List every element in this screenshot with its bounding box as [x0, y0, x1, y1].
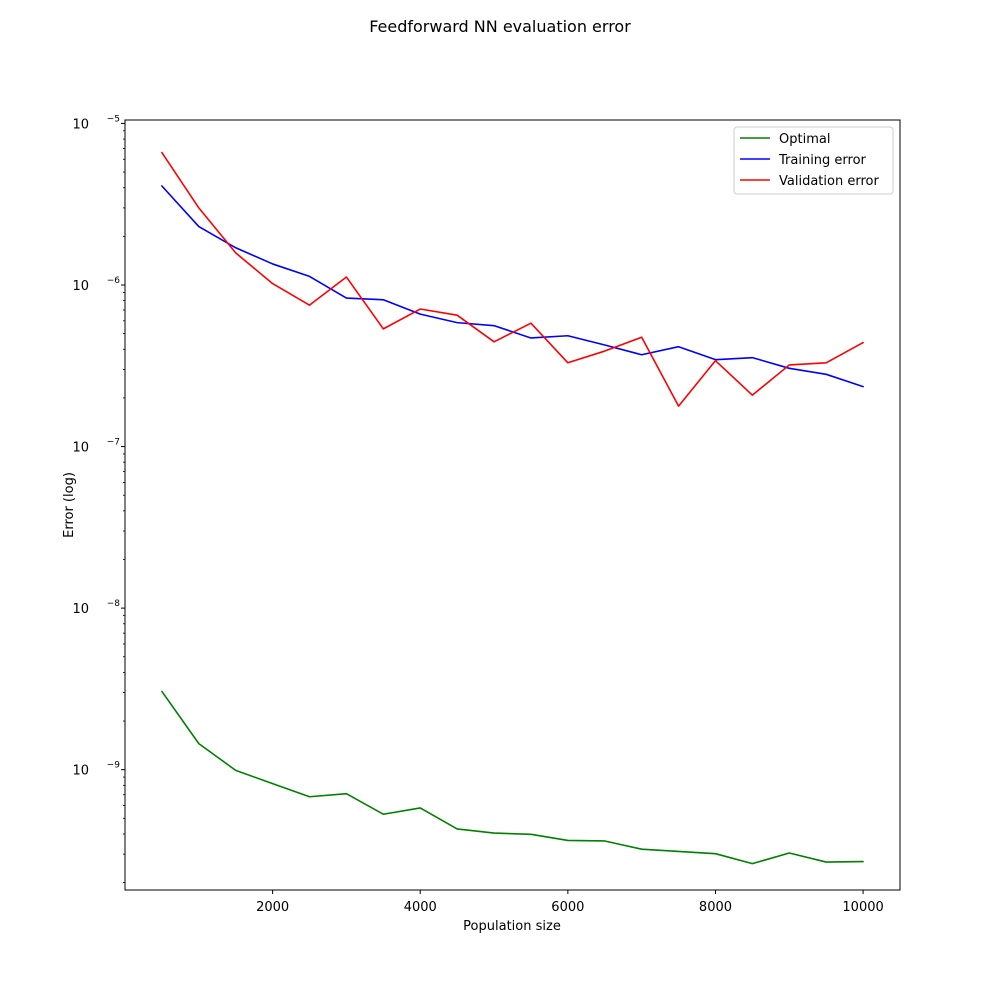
x-axis-label: Population size — [463, 919, 561, 934]
x-tick-label: 10000 — [842, 900, 883, 915]
y-tick-label: 10 −8 — [72, 599, 120, 617]
legend: Optimal Training error Validation error — [733, 126, 894, 195]
legend-label: Training error — [778, 153, 867, 168]
series-layer — [161, 151, 864, 865]
y-tick-base: 10 — [72, 279, 89, 294]
y-tick-base: 10 — [72, 764, 89, 779]
x-tick-label: 8000 — [699, 900, 732, 915]
y-tick-label: 10 −7 — [72, 438, 120, 456]
y-axis: 10 −9 10 −8 10 −7 10 −6 10 −5 — [72, 114, 125, 884]
series-line-validation-error — [161, 151, 864, 407]
y-tick-exponent: −7 — [107, 438, 120, 448]
y-axis-label: Error (log) — [62, 472, 77, 538]
y-tick-label: 10 −5 — [72, 114, 120, 132]
x-tick-label: 4000 — [404, 900, 437, 915]
legend-label: Validation error — [779, 174, 879, 189]
series-line-optimal — [161, 690, 864, 865]
y-tick-label: 10 −6 — [72, 276, 120, 294]
legend-label: Optimal — [779, 132, 830, 147]
x-tick-label: 2000 — [256, 900, 289, 915]
y-tick-label: 10 −9 — [72, 761, 120, 779]
y-tick-exponent: −6 — [107, 276, 121, 286]
chart-title: Feedforward NN evaluation error — [369, 17, 631, 36]
y-tick-base: 10 — [72, 117, 89, 132]
plot-frame — [124, 119, 901, 891]
y-tick-exponent: −8 — [107, 599, 121, 609]
x-axis: 2000 4000 6000 8000 10000 — [256, 890, 884, 915]
legend-box — [733, 126, 894, 195]
y-tick-base: 10 — [72, 441, 89, 456]
y-tick-exponent: −9 — [107, 761, 121, 771]
y-tick-base: 10 — [72, 602, 89, 617]
y-tick-exponent: −5 — [107, 114, 120, 124]
x-tick-label: 6000 — [551, 900, 584, 915]
